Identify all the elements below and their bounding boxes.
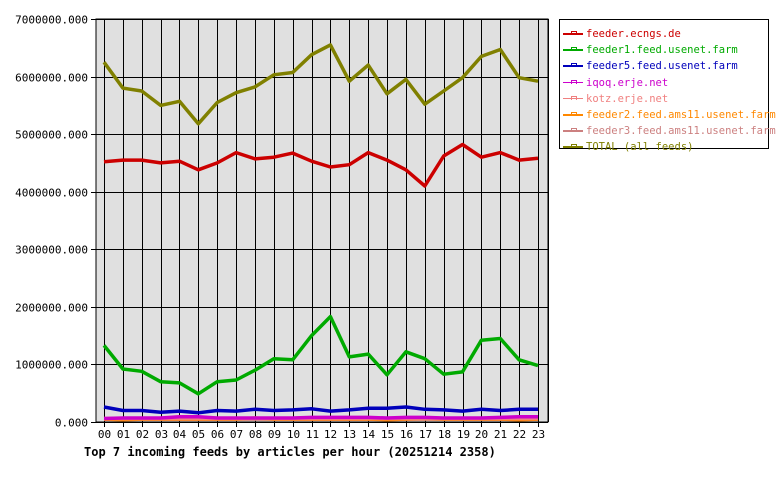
x-tick-label: 17 xyxy=(419,428,432,441)
legend-label: feeder5.feed.usenet.farm xyxy=(586,60,738,73)
x-tick-label: 00 xyxy=(98,428,111,441)
legend: feeder.ecngs.de feeder1.feed.usenet.farm… xyxy=(559,19,776,153)
chart-title: Top 7 incoming feeds by articles per hou… xyxy=(84,445,496,459)
x-axis: 00 01 02 03 04 05 06 07 08 09 10 11 12 13 14 15 16 17 18 19… xyxy=(98,428,545,441)
y-tick-label: 5000000.000 xyxy=(15,129,88,142)
series-line xyxy=(103,415,538,421)
legend-line-marker-icon xyxy=(563,94,583,104)
legend-label: feeder.ecngs.de xyxy=(586,28,681,41)
x-tick-label: 09 xyxy=(268,428,281,441)
y-tick-label: 4000000.000 xyxy=(15,187,88,200)
x-tick-label: 18 xyxy=(438,428,451,441)
x-tick-label: 23 xyxy=(532,428,545,441)
y-tick-label: 3000000.000 xyxy=(15,244,88,257)
y-tick-label: 6000000.000 xyxy=(15,72,88,85)
y-tick-label: 1000000.000 xyxy=(15,359,88,372)
legend-line-marker-icon xyxy=(563,110,583,120)
x-tick-label: 08 xyxy=(249,428,262,441)
legend-label: iqoq.erje.net xyxy=(586,76,669,89)
x-tick-label: 20 xyxy=(475,428,488,441)
legend-label: feeder1.feed.usenet.farm xyxy=(586,44,738,57)
legend-item: feeder3.feed.ams11.usenet.farm xyxy=(560,123,776,139)
legend-label: TOTAL (all feeds) xyxy=(586,141,694,154)
legend-item: kotz.erje.net xyxy=(560,91,768,107)
legend-line-marker-icon xyxy=(563,61,583,71)
x-tick-label: 10 xyxy=(287,428,300,441)
legend-label: kotz.erje.net xyxy=(586,92,669,105)
x-tick-label: 06 xyxy=(211,428,224,441)
series-lines xyxy=(102,43,539,422)
x-tick-label: 22 xyxy=(513,428,526,441)
legend-label: feeder3.feed.ams11.usenet.farm xyxy=(586,125,776,138)
legend-item: feeder5.feed.usenet.farm xyxy=(560,58,768,74)
plot-area xyxy=(95,18,549,423)
x-tick-label: 05 xyxy=(192,428,205,441)
y-tick-label: 0.000 xyxy=(55,417,88,430)
legend-item: feeder.ecngs.de xyxy=(560,26,768,42)
legend-item: feeder2.feed.ams11.usenet.farm xyxy=(560,107,776,123)
y-tick-label: 7000000.000 xyxy=(15,14,88,27)
x-tick-label: 03 xyxy=(155,428,168,441)
legend-line-marker-icon xyxy=(563,78,583,88)
legend-line-marker-icon xyxy=(563,45,583,55)
series-line xyxy=(102,43,539,126)
legend-item: feeder1.feed.usenet.farm xyxy=(560,42,768,58)
legend-item: TOTAL (all feeds) xyxy=(560,139,768,155)
x-tick-label: 19 xyxy=(457,428,470,441)
x-tick-label: 21 xyxy=(494,428,507,441)
x-tick-label: 02 xyxy=(136,428,149,441)
x-tick-label: 01 xyxy=(117,428,130,441)
x-tick-label: 12 xyxy=(324,428,337,441)
series-line xyxy=(102,314,539,396)
y-tick-label: 2000000.000 xyxy=(15,302,88,315)
x-tick-label: 07 xyxy=(230,428,243,441)
x-tick-label: 04 xyxy=(173,428,187,441)
legend-item: iqoq.erje.net xyxy=(560,75,768,91)
legend-label: feeder2.feed.ams11.usenet.farm xyxy=(586,109,776,122)
legend-line-marker-icon xyxy=(563,126,583,136)
series-line xyxy=(103,142,539,188)
legend-line-marker-icon xyxy=(563,142,583,152)
x-tick-label: 15 xyxy=(381,428,394,441)
x-tick-label: 14 xyxy=(362,428,376,441)
x-tick-label: 13 xyxy=(343,428,356,441)
y-axis: 0.000 1000000.000 2000000.000 3000000.000 40… xyxy=(15,14,96,430)
x-tick-label: 11 xyxy=(306,428,319,441)
legend-line-marker-icon xyxy=(563,29,583,39)
series-line xyxy=(103,405,538,415)
x-tick-label: 16 xyxy=(400,428,413,441)
